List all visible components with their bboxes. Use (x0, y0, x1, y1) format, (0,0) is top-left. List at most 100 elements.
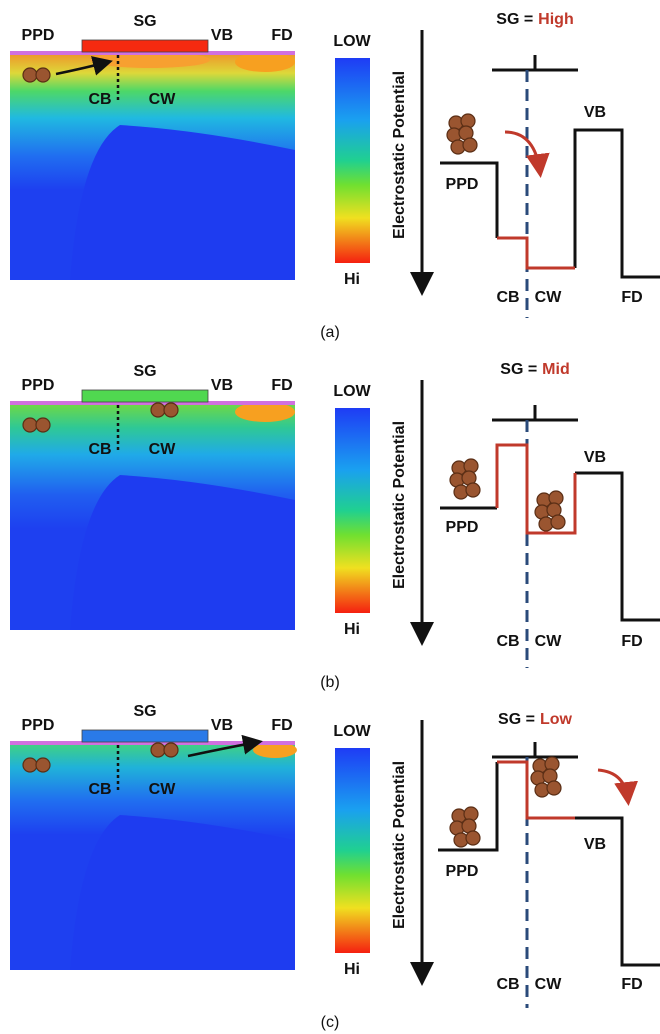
label: PPD (22, 717, 55, 734)
label: VB (211, 377, 233, 394)
label: VB (584, 836, 606, 853)
gate-symbol (492, 405, 578, 422)
panel: PPD SG VB FD CB CW LOW Hi Electrostatic Potentia… (10, 11, 643, 341)
colorbar (335, 748, 370, 953)
electron (35, 417, 51, 433)
title-state: Low (540, 711, 573, 728)
hot-spot (90, 52, 210, 68)
colorbar-bottom: Hi (344, 961, 360, 978)
caption: (b) (320, 674, 340, 691)
label: CW (149, 441, 177, 458)
electron (163, 742, 179, 758)
label: CB (496, 633, 519, 650)
electron (550, 514, 566, 530)
panel: PPD SG VB FD CB CW LOW Hi Electrostatic Potentia… (10, 361, 643, 691)
electron (546, 780, 562, 796)
label: SG (133, 703, 156, 720)
colorbar (335, 58, 370, 263)
sim-field (10, 55, 295, 280)
label: FD (621, 976, 642, 993)
colorbar (335, 408, 370, 613)
label: VB (584, 449, 606, 466)
axis-label: Electrostatic Potential (391, 71, 408, 239)
title-prefix: SG = (500, 361, 537, 378)
label: FD (271, 27, 292, 44)
label: VB (211, 27, 233, 44)
profile-black (438, 762, 660, 967)
electron (465, 830, 481, 846)
profile-red (497, 236, 575, 270)
arrow (597, 768, 639, 806)
axis-label: Electrostatic Potential (391, 421, 408, 589)
arrow (504, 130, 550, 178)
surface (10, 51, 295, 55)
fd-spot (235, 402, 295, 422)
diagram-title: SG = Mid (500, 361, 569, 378)
label: FD (271, 717, 292, 734)
label: FD (621, 289, 642, 306)
label: FD (271, 377, 292, 394)
simulation: PPD SG VB FD CB CW (10, 363, 295, 630)
diagram-title: SG = Low (498, 711, 572, 728)
arrow (187, 734, 263, 758)
surface (10, 401, 295, 405)
potential-profile (440, 443, 660, 622)
fd-spot (235, 52, 295, 72)
caption: (c) (321, 1014, 340, 1031)
arrow (55, 56, 113, 76)
label: CW (149, 91, 177, 108)
electron (163, 402, 179, 418)
profile-black (440, 471, 660, 622)
sim-field (10, 745, 295, 970)
label: CB (88, 441, 111, 458)
sim-field (10, 405, 295, 630)
label: CB (496, 976, 519, 993)
gate-symbol (492, 742, 578, 759)
label: SG (133, 363, 156, 380)
title-state: High (538, 11, 574, 28)
caption: (a) (320, 324, 340, 341)
fd-spot (253, 742, 297, 758)
colorbar-bottom: Hi (344, 271, 360, 288)
electron (22, 67, 38, 83)
electron (462, 137, 478, 153)
label: CB (88, 91, 111, 108)
electron (150, 742, 166, 758)
title-prefix: SG = (498, 711, 535, 728)
colorbar-top: LOW (333, 723, 371, 740)
title-prefix: SG = (496, 11, 533, 28)
profile-black (440, 128, 660, 279)
electron (22, 757, 38, 773)
label: VB (584, 104, 606, 121)
label: CW (149, 781, 177, 798)
colorbar-top: LOW (333, 383, 371, 400)
label: CW (535, 633, 563, 650)
surface (10, 741, 295, 745)
colorbar-top: LOW (333, 33, 371, 50)
title-state: Mid (542, 361, 570, 378)
simulation: PPD SG VB FD CB CW (10, 703, 297, 970)
profile-red (495, 443, 577, 535)
label: PPD (446, 176, 479, 193)
gate (81, 39, 209, 53)
electron (35, 67, 51, 83)
label: CB (496, 289, 519, 306)
gate-symbol (492, 55, 578, 72)
electron (35, 757, 51, 773)
simulation: PPD SG VB FD CB CW (10, 13, 295, 280)
profile-red (497, 760, 575, 820)
label: CB (88, 781, 111, 798)
colorbar-bottom: Hi (344, 621, 360, 638)
potential-profile (440, 128, 660, 279)
diagram-title: SG = High (496, 11, 573, 28)
gate (81, 389, 209, 403)
label: PPD (22, 27, 55, 44)
axis-label: Electrostatic Potential (391, 761, 408, 929)
label: SG (133, 13, 156, 30)
label: PPD (446, 519, 479, 536)
label: CW (535, 976, 563, 993)
label: VB (211, 717, 233, 734)
potential-profile (438, 760, 660, 967)
label: PPD (446, 863, 479, 880)
